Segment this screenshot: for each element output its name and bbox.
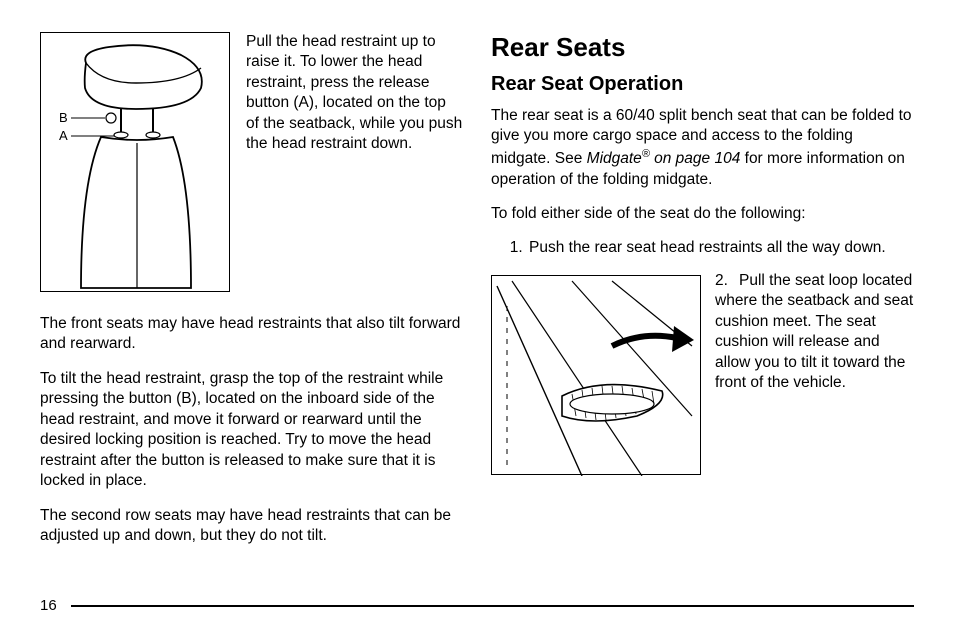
- right-column: Rear Seats Rear Seat Operation The rear …: [491, 32, 914, 561]
- headrest-illustration: B A: [40, 32, 230, 292]
- left-para-2: To tilt the head restraint, grasp the to…: [40, 369, 463, 492]
- heading-rear-seat-operation: Rear Seat Operation: [491, 73, 914, 96]
- right-para-2: To fold either side of the seat do the f…: [491, 204, 914, 224]
- registered-icon: ®: [642, 148, 650, 160]
- right-para-1: The rear seat is a 60/40 split bench sea…: [491, 106, 914, 190]
- right-p1-ital: Midgate® on page 104: [587, 150, 741, 167]
- step-2-wrap: 2. Pull the seat loop located where the …: [491, 271, 914, 483]
- left-column: B A Pull the head restraint up to raise …: [40, 32, 463, 561]
- two-column-layout: B A Pull the head restraint up to raise …: [40, 32, 914, 561]
- seat-loop-illustration: [491, 275, 701, 475]
- step-2-number: 2.: [715, 271, 739, 291]
- illus-label-b: B: [59, 110, 68, 125]
- step-1: Push the rear seat head restraints all t…: [527, 238, 914, 258]
- left-para-3: The second row seats may have head restr…: [40, 506, 463, 547]
- left-beside-text: Pull the head restraint up to raise it. …: [246, 32, 463, 155]
- page-number: 16: [40, 597, 57, 614]
- page-root: B A Pull the head restraint up to raise …: [0, 0, 954, 636]
- steps-list: Push the rear seat head restraints all t…: [491, 238, 914, 258]
- heading-rear-seats: Rear Seats: [491, 32, 914, 63]
- footer-rule: [71, 605, 914, 607]
- illus-label-a: A: [59, 128, 68, 143]
- left-para-1: The front seats may have head restraints…: [40, 314, 463, 355]
- page-footer: 16: [40, 597, 914, 614]
